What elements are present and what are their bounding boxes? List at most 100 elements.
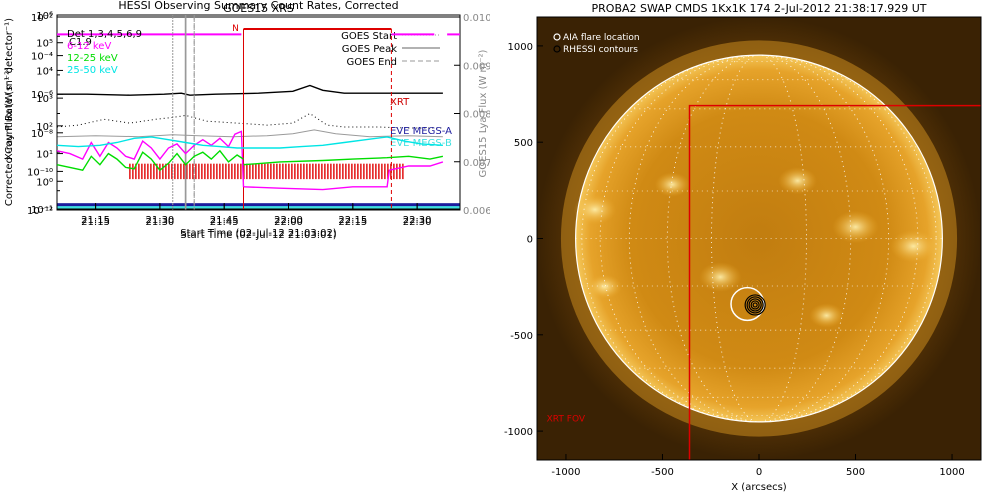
active-region-patch — [587, 274, 622, 299]
hessi-y-tick-label: 10⁵ — [36, 39, 53, 50]
goes-title: GOES15 XRS — [223, 2, 294, 15]
goes-legend-label: GOES End — [347, 57, 397, 68]
goes-x-tick-label: 22:00 — [274, 217, 303, 228]
hessi-x-tick-label: 22:30 — [403, 215, 432, 226]
hessi-legend-entry: 25-50 keV — [67, 65, 118, 76]
goes-x-axis-label: Start Time (02-Jul-12 21:03:01) — [180, 230, 337, 241]
goes-legend-label: GOES Peak — [342, 44, 397, 55]
goes-x-tick-label: 22:30 — [403, 217, 432, 228]
rhessi-contour — [746, 296, 764, 314]
solar-limb — [575, 54, 943, 423]
goes-y-tick-label: 10⁻¹² — [27, 206, 53, 217]
goes-y-tick-label: 10⁻⁴ — [31, 52, 53, 63]
swap-y-tick-label: 1000 — [508, 42, 533, 53]
hessi-legend-entry: Det 1,3,4,5,6,9 — [67, 29, 142, 40]
hessi-series-line — [243, 161, 444, 191]
swap-legend-label: RHESSI contours — [563, 45, 638, 55]
hessi-y-axis-label: Corrected Count Rate (s⁻¹ detector⁻¹) — [4, 18, 15, 206]
swap-x-tick-label: 1000 — [939, 467, 964, 478]
eve-megs-a-line — [57, 203, 460, 208]
hessi-plot-frame — [56, 14, 461, 210]
longitude-line — [581, 55, 937, 422]
goes-y-tick-label: 10⁻⁸ — [31, 129, 53, 140]
swap-title: PROBA2 SWAP CMDS 1Kx1K 174 2-Jul-2012 21… — [592, 2, 927, 15]
goes-class-annotation: C1.9 — [69, 37, 92, 48]
hessi-title: HESSI Observing Summary Count Rates, Cor… — [118, 0, 398, 12]
hessi-x-tick-label: 22:00 — [274, 215, 303, 226]
rhessi-contour — [752, 302, 758, 308]
longitude-line — [599, 55, 919, 422]
xrt-fov-label: XRT FOV — [547, 414, 586, 424]
goes-right-tick-label: 0.008 — [463, 110, 490, 121]
hessi-y-tick-label: 10⁰ — [36, 177, 53, 188]
hessi-y-tick-label: 10⁶ — [36, 11, 53, 22]
hessi-legend-entry: 12-25 keV — [67, 53, 118, 64]
active-region-patch — [699, 262, 742, 292]
aia-flare-circle — [730, 286, 765, 322]
swap-legend-label: AIA flare location — [563, 33, 640, 43]
hessi-series-line — [56, 136, 443, 149]
rhessi-contour — [744, 294, 766, 316]
hessi-count-rate-chart: N 10⁻¹ 10⁰ 10¹ 10² 10³ 10⁴ 10⁵ 10⁶ 21:15 21:30 21:4… — [4, 0, 461, 239]
swap-legend-marker — [553, 45, 561, 53]
swap-x-tick-label: 0 — [756, 467, 762, 478]
swap-y-tick-label: 500 — [514, 138, 533, 149]
swap-legend-marker — [553, 33, 561, 41]
goes-instrument-label: XRT — [390, 97, 410, 108]
rhessi-contour — [748, 298, 762, 312]
active-region-patch — [573, 194, 617, 225]
goes-y-axis-label: X-ray Flux (W m⁻²) — [4, 67, 15, 160]
swap-y-tick-label: -1000 — [504, 427, 533, 438]
goes-y-tick-label: 10⁻¹⁰ — [27, 167, 53, 178]
swap-y-tick-label: 0 — [527, 235, 533, 246]
hessi-legend-entry: 6-12 keV — [67, 41, 111, 52]
hessi-x-tick-label: 22:15 — [338, 215, 367, 226]
hessi-x-axis-label: Start Time (02-Jul-12 21:03:02) — [180, 228, 337, 239]
active-region-patch — [832, 210, 879, 244]
xrt-fov-box — [688, 104, 981, 460]
swap-y-tick-label: -500 — [510, 331, 533, 342]
hessi-series-line — [56, 149, 244, 172]
hessi-y-tick-label: 10³ — [36, 94, 53, 105]
night-label: N — [232, 24, 239, 34]
swap-image-area: XRT FOV — [537, 17, 981, 460]
eve-megs-b-line — [57, 206, 460, 210]
rhessi-contour — [750, 300, 760, 310]
goes-y-tick-label: 10⁻⁶ — [31, 90, 53, 101]
hessi-x-tick-label: 21:45 — [210, 215, 239, 226]
goes-x-tick-label: 22:15 — [338, 217, 367, 228]
hessi-x-tick-label: 21:15 — [81, 215, 110, 226]
hessi-y-tick-label: 10² — [36, 122, 53, 133]
hessi-x-tick-label: 21:30 — [145, 215, 174, 226]
goes-legend-label: GOES Start — [341, 31, 397, 42]
longitude-line — [628, 55, 890, 422]
heliographic-grid — [575, 55, 943, 422]
swap-x-axis-label: X (arcsecs) — [731, 482, 787, 493]
hessi-series-line — [243, 155, 444, 166]
goes-right-tick-label: 0.006 — [463, 206, 490, 217]
longitude-line — [711, 55, 807, 422]
goes-series-line — [56, 129, 443, 138]
hessi-y-tick-label: 10¹ — [36, 150, 53, 161]
active-region-patch — [778, 167, 817, 195]
goes-right-tick-label: 0.010 — [463, 13, 490, 24]
goes-instrument-label: EVE MEGS-A — [390, 126, 452, 137]
goes-right-axis-label: GOES15 Lya Flux (W m⁻²) — [478, 49, 489, 177]
hessi-y-tick-label: 10⁻¹ — [31, 205, 53, 216]
hessi-y-tick-label: 10⁴ — [36, 66, 53, 77]
longitude-line — [666, 55, 852, 422]
goes-x-tick-label: 21:15 — [81, 217, 110, 228]
goes-series-line — [57, 84, 443, 96]
goes-x-tick-label: 21:30 — [145, 217, 174, 228]
goes-right-tick-label: 0.007 — [463, 158, 490, 169]
active-region-patch — [809, 303, 844, 328]
swap-x-tick-label: 500 — [846, 467, 865, 478]
swap-x-tick-label: -500 — [651, 467, 674, 478]
goes-y-tick-label: 10⁻² — [31, 13, 53, 24]
active-region-patch — [654, 172, 690, 197]
hessi-series-line — [56, 130, 245, 187]
goes-right-tick-label: 0.009 — [463, 61, 490, 72]
swap-x-tick-label: -1000 — [551, 467, 580, 478]
goes-x-tick-label: 21:45 — [210, 217, 239, 228]
